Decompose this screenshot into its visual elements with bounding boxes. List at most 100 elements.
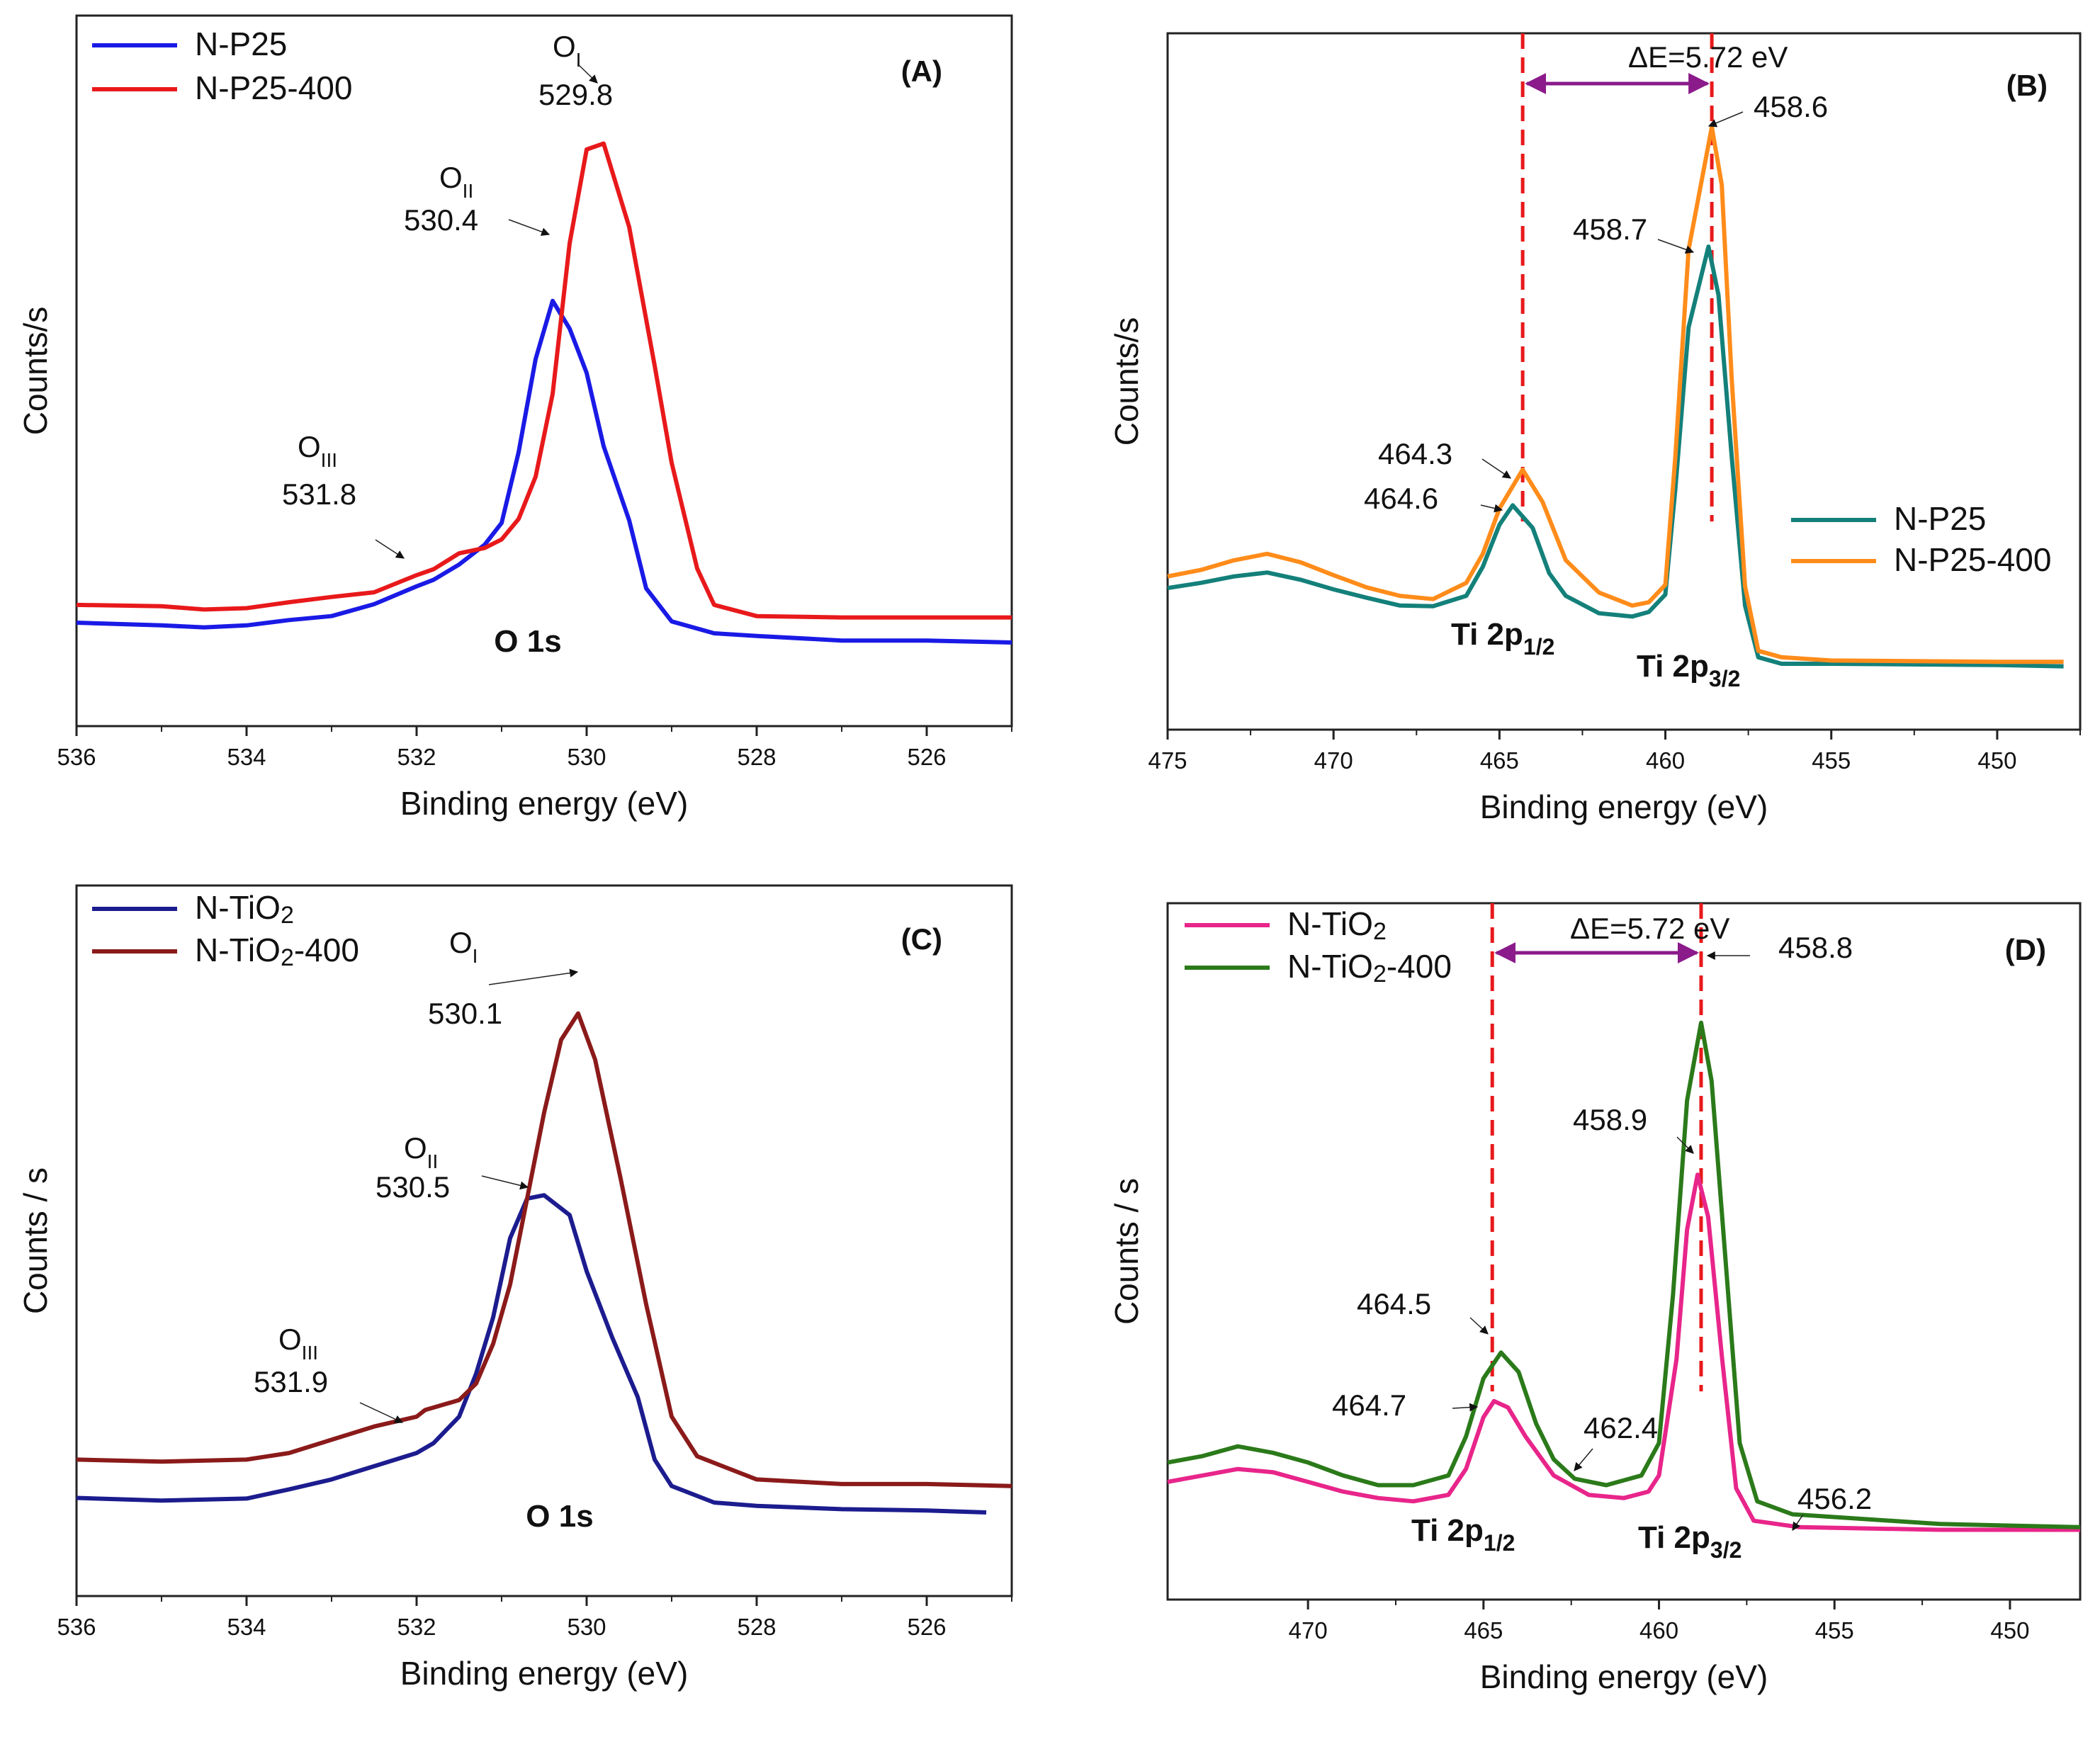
peak-annotation-label: OIII xyxy=(278,1323,318,1364)
peak-label: Ti 2p1/2 xyxy=(1451,617,1554,660)
peak-annotation-value: 530.4 xyxy=(404,203,478,237)
peak-annotation-label: OII xyxy=(439,161,473,202)
x-tick-label: 532 xyxy=(397,744,436,770)
plot-frame xyxy=(75,14,1013,728)
series-line xyxy=(76,298,1012,645)
peak-label-main: Ti 2p xyxy=(1638,1520,1710,1555)
panel-a: 536 534 532 530 528 526 Binding energy (eV) Cou… xyxy=(17,14,1013,822)
legend-label: N-P25 xyxy=(1894,500,1986,537)
x-tick-label: 526 xyxy=(907,1614,946,1640)
x-tick-label: 465 xyxy=(1480,747,1519,774)
peak-annotation-value: 464.3 xyxy=(1378,437,1452,470)
legend-label: N-P25-400 xyxy=(195,69,352,106)
legend-label-main: N-TiO xyxy=(195,889,281,926)
peak-annotation-value: 458.6 xyxy=(1754,90,1828,123)
peak-annotation-label-sub: I xyxy=(473,945,478,967)
x-axis-label: Binding energy (eV) xyxy=(1480,1658,1768,1695)
legend-label-sub: 2 xyxy=(281,944,294,971)
delta-e-label: ΔE=5.72 eV xyxy=(1628,40,1788,74)
annotation-arrow xyxy=(1481,458,1511,479)
peak-annotation-value: 458.8 xyxy=(1778,931,1853,964)
peak-annotation-label-sub: I xyxy=(576,49,582,71)
annotation-arrow xyxy=(1676,1136,1694,1154)
x-axis-label: Binding energy (eV) xyxy=(400,1655,689,1692)
annotation-arrow xyxy=(1452,1403,1479,1412)
panel-label: (B) xyxy=(2006,69,2048,102)
annotation-arrow xyxy=(1792,1514,1804,1531)
legend-label-sub: 2 xyxy=(1373,961,1387,988)
panel-label: (C) xyxy=(901,922,942,956)
x-tick-label: 528 xyxy=(737,744,776,770)
peak-label-main: Ti 2p xyxy=(1411,1513,1484,1548)
peak-annotation-label: OIII xyxy=(298,430,337,471)
x-tick-label: 536 xyxy=(57,1614,96,1640)
peak-annotation-label: OI xyxy=(553,30,581,71)
peak-annotation-value: 464.5 xyxy=(1357,1287,1431,1320)
plot-frame xyxy=(1166,32,2082,731)
peak-annotation-label-sub: III xyxy=(321,449,337,471)
annotation-arrow xyxy=(1480,504,1503,513)
legend-label: N-P25-400 xyxy=(1894,541,2051,578)
plot-frame xyxy=(75,884,1013,1597)
y-axis-label: Counts/s xyxy=(1108,317,1145,446)
peak-label-main: Ti 2p xyxy=(1451,617,1523,652)
y-axis-label: Counts/s xyxy=(17,307,54,436)
annotation-arrow xyxy=(1469,1317,1489,1335)
x-tick-label: 470 xyxy=(1314,747,1353,774)
annotation-arrow xyxy=(359,1402,404,1423)
peak-label: Ti 2p3/2 xyxy=(1637,649,1740,691)
x-tick-label: 470 xyxy=(1289,1617,1328,1643)
peak-label: Ti 2p3/2 xyxy=(1638,1520,1741,1563)
peak-annotation-label: OII xyxy=(404,1131,438,1172)
x-tick-label: 532 xyxy=(397,1614,436,1640)
plot-frame xyxy=(1166,902,2082,1601)
peak-annotation-label-main: O xyxy=(553,30,576,63)
region-label: O 1s xyxy=(526,1499,593,1534)
peak-annotation-label-main: O xyxy=(404,1131,427,1165)
x-tick-label: 536 xyxy=(57,744,96,770)
legend-label-main: N-TiO xyxy=(1287,948,1373,985)
annotation-arrow xyxy=(577,63,598,84)
legend-label: N-P25 xyxy=(195,26,287,62)
delta-e-label: ΔE=5.72 eV xyxy=(1570,912,1729,945)
legend-label-sub: 2 xyxy=(281,902,294,929)
peak-annotation-value: 456.2 xyxy=(1797,1482,1872,1515)
annotation-arrow xyxy=(375,539,405,559)
peak-annotation-value: 464.7 xyxy=(1332,1388,1406,1422)
x-tick-label: 460 xyxy=(1639,1617,1678,1643)
x-axis-label: Binding energy (eV) xyxy=(400,785,689,822)
annotation-arrow xyxy=(1574,1448,1593,1471)
x-tick-label: 475 xyxy=(1148,747,1187,774)
x-tick-label: 534 xyxy=(227,1614,266,1640)
legend-label-main: N-TiO xyxy=(195,932,281,968)
annotation-arrow xyxy=(508,219,551,236)
legend-label: N-TiO2-400 xyxy=(1287,948,1452,988)
peak-annotation-value: 531.9 xyxy=(254,1365,328,1398)
legend-label-main: N-TiO xyxy=(1287,905,1373,942)
peak-annotation-label-main: O xyxy=(449,926,473,959)
annotation-arrow xyxy=(488,968,579,985)
peak-annotation-value: 464.6 xyxy=(1364,482,1438,515)
y-axis-label: Counts / s xyxy=(17,1167,54,1314)
x-tick-label: 450 xyxy=(1977,747,2016,774)
x-axis-label: Binding energy (eV) xyxy=(1480,788,1768,825)
series-line xyxy=(76,1193,987,1515)
series-line xyxy=(76,1011,1012,1488)
peak-label-sub: 1/2 xyxy=(1523,634,1554,660)
x-tick-label: 534 xyxy=(227,744,266,770)
region-label: O 1s xyxy=(494,624,561,659)
peak-annotation-label-sub: II xyxy=(463,180,474,202)
panel-c: 536 534 532 530 528 526 Binding energy (eV) Cou… xyxy=(17,884,1013,1692)
series-line xyxy=(1167,125,2064,664)
peak-annotation-label-main: O xyxy=(278,1323,302,1356)
series-line xyxy=(76,141,1012,620)
series-line xyxy=(1167,1172,2080,1532)
peak-annotation-value: 458.9 xyxy=(1573,1103,1647,1136)
peak-label-sub: 3/2 xyxy=(1710,1537,1741,1563)
peak-label-main: Ti 2p xyxy=(1637,649,1709,684)
peak-annotation-value: 462.4 xyxy=(1584,1411,1658,1444)
annotation-arrow xyxy=(1657,239,1695,254)
x-tick-label: 530 xyxy=(567,1614,606,1640)
peak-annotation-value: 458.7 xyxy=(1573,213,1647,246)
x-tick-label: 455 xyxy=(1812,747,1851,774)
